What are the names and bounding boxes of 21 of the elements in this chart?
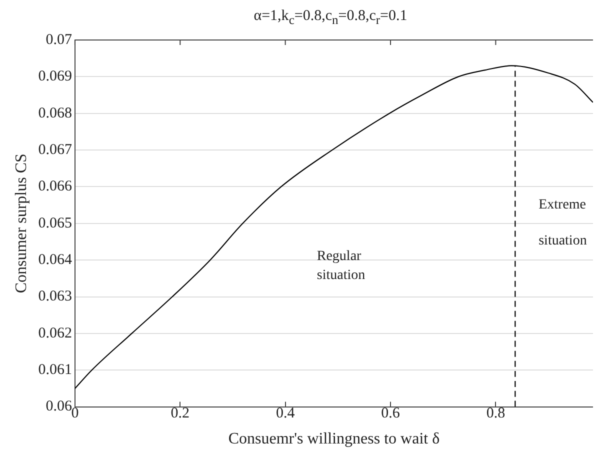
text: Extreme situation <box>538 198 587 249</box>
chart-title: α=1,k$_{c}$=0.8,c$_{n}$=0.8,c$_{r}$=0.1 <box>252 8 408 28</box>
y-tick-label: 0.068 <box>38 105 72 122</box>
x-tick-label: 0.4 <box>276 406 296 422</box>
x-tick-label: 0.8 <box>486 406 506 422</box>
y-tick-label: 0.07 <box>46 32 72 48</box>
annotation: Regular situation <box>316 249 366 284</box>
y-tick-label: 0.061 <box>38 362 72 378</box>
y-tick-label: 0.069 <box>38 68 72 85</box>
x-tick-label: 0 <box>71 406 79 422</box>
y-tick-label: 0.063 <box>38 288 72 305</box>
y-tick-label: 0.06 <box>46 398 72 415</box>
y-tick-label: 0.062 <box>38 325 72 342</box>
x-tick-label: 0.6 <box>381 406 400 422</box>
y-tick-label: 0.065 <box>38 215 72 232</box>
y-tick-label: 0.067 <box>38 142 72 158</box>
y-tick-label: 0.064 <box>38 252 72 268</box>
x-tick-label: 0.2 <box>170 406 190 422</box>
y-tick-label: 0.066 <box>38 178 72 195</box>
y-axis-title: Consumer surplus CS <box>12 154 30 294</box>
x-axis-title: Consuemr's willingness to wait δ <box>228 430 440 448</box>
